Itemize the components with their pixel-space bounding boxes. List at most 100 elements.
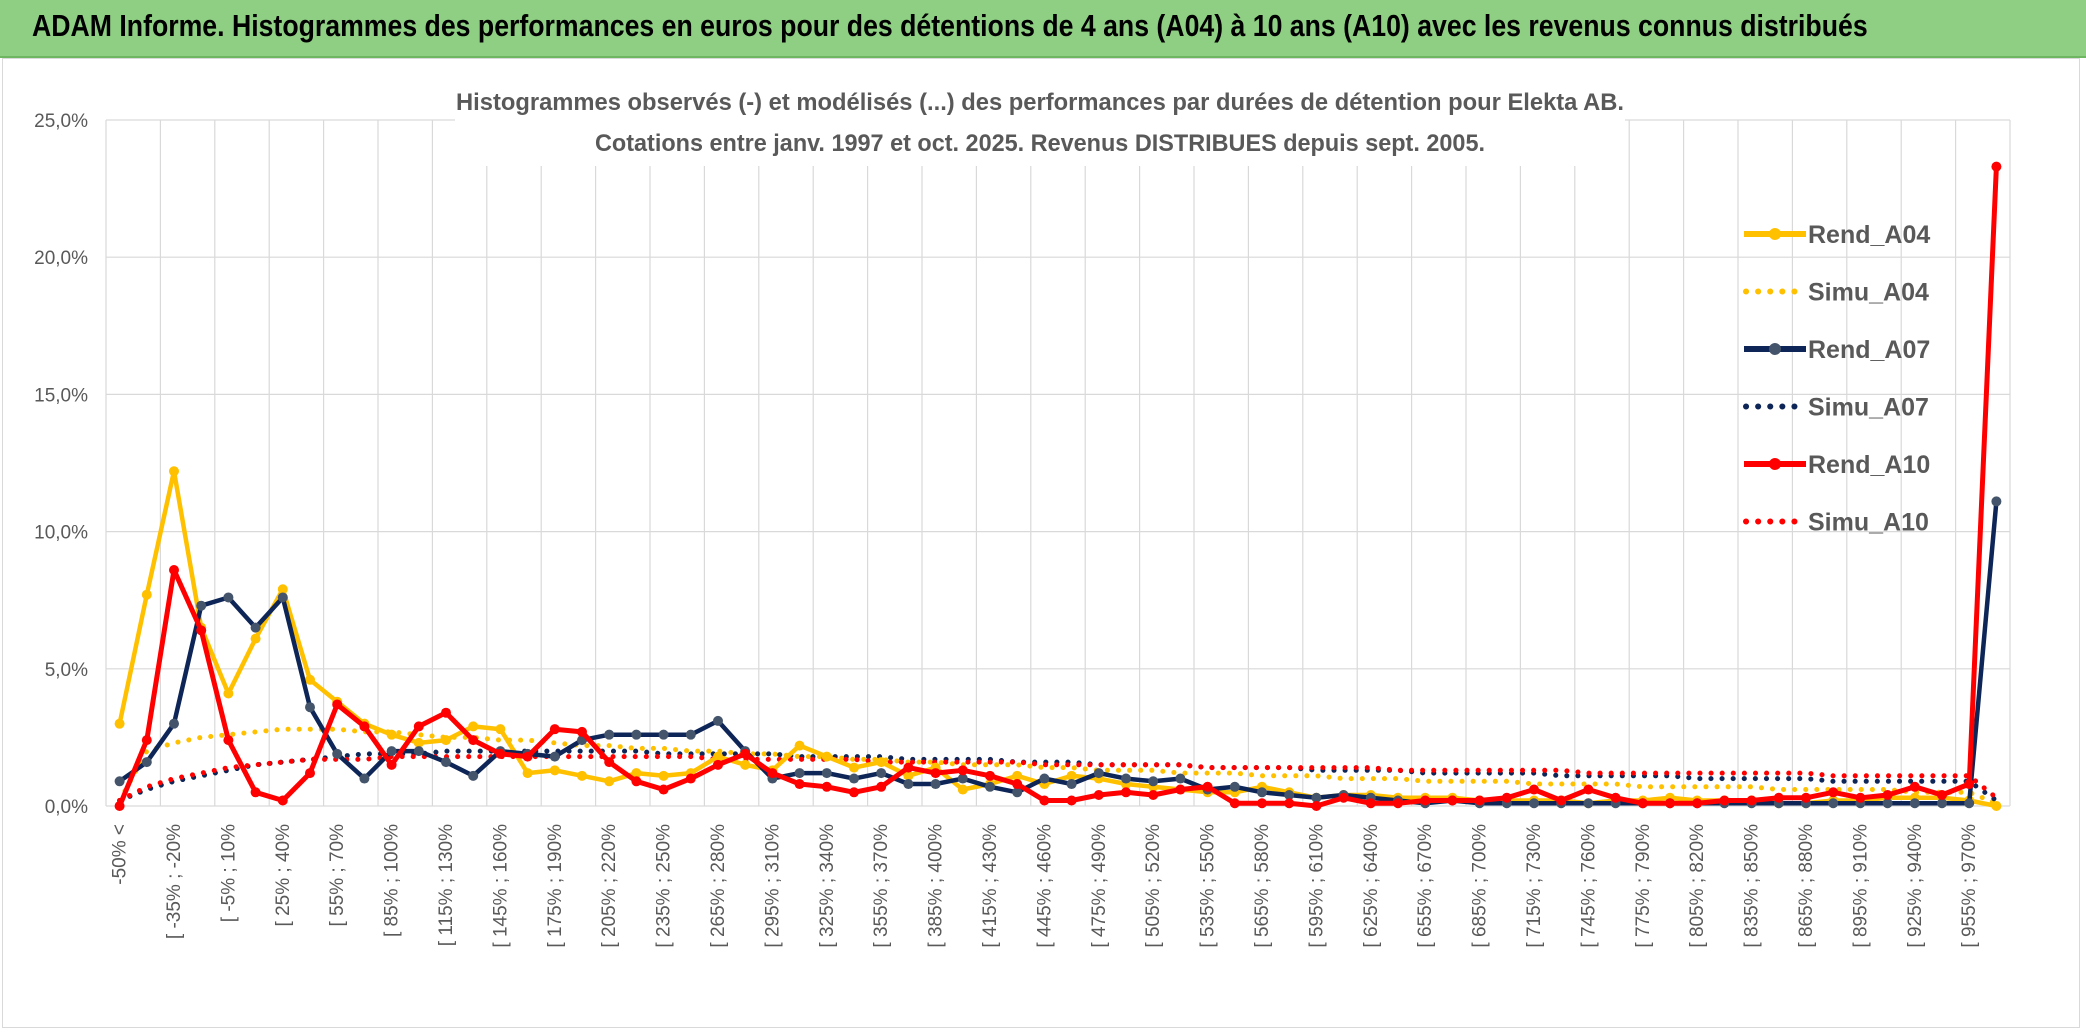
data-point xyxy=(1937,798,1947,809)
data-point xyxy=(713,715,723,726)
data-point xyxy=(849,773,859,784)
x-tick-label: [ 325% ; 340% xyxy=(817,824,838,948)
x-tick-label: [ -5% ; 10% xyxy=(218,824,239,922)
data-point xyxy=(740,748,751,759)
data-point xyxy=(549,724,560,735)
data-point xyxy=(713,751,723,762)
x-tick-label: [ 475% ; 490% xyxy=(1089,824,1110,948)
data-point xyxy=(1311,801,1322,811)
data-point xyxy=(1338,792,1349,803)
legend-marker xyxy=(1769,228,1781,240)
x-tick-label: [ 235% ; 250% xyxy=(654,824,675,948)
series-line xyxy=(117,754,1999,803)
data-point xyxy=(985,770,995,781)
series-Rend_A10 xyxy=(114,161,2002,811)
y-tick-label: 15,0% xyxy=(34,385,88,406)
data-point xyxy=(1583,798,1594,809)
data-point xyxy=(1474,795,1485,806)
data-point xyxy=(169,565,179,576)
data-point xyxy=(549,751,560,762)
legend-item-Simu_A04: Simu_A04 xyxy=(1743,279,1929,307)
data-point xyxy=(930,768,941,779)
x-tick-label: [ 85% ; 100% xyxy=(382,824,403,937)
x-tick-label: [ 115% ; 130% xyxy=(436,824,457,946)
data-point xyxy=(359,721,370,732)
data-point xyxy=(141,757,152,768)
data-point xyxy=(821,781,832,792)
data-point xyxy=(658,784,669,795)
data-point xyxy=(169,466,179,477)
data-point xyxy=(740,759,751,770)
data-point xyxy=(386,729,397,740)
data-point xyxy=(1909,798,1920,809)
data-point xyxy=(305,768,315,779)
data-point xyxy=(332,748,343,759)
data-point xyxy=(1637,798,1648,809)
data-point xyxy=(1012,779,1023,790)
data-point xyxy=(522,768,533,779)
data-point xyxy=(876,768,887,779)
series-line xyxy=(117,748,1999,803)
data-point xyxy=(196,625,207,636)
data-point xyxy=(767,768,778,779)
data-point xyxy=(441,735,451,746)
data-point xyxy=(1121,773,1131,784)
data-point xyxy=(196,600,207,611)
data-point xyxy=(386,759,397,770)
data-point xyxy=(277,592,288,603)
data-point xyxy=(1692,798,1703,809)
data-point xyxy=(1882,790,1893,801)
data-point xyxy=(794,740,805,751)
header-banner: ADAM Informe. Histogrammes des performan… xyxy=(0,0,2086,58)
data-point xyxy=(849,787,859,798)
data-point xyxy=(305,674,315,685)
data-point xyxy=(957,784,968,795)
data-point xyxy=(1882,798,1893,809)
legend-label: Simu_A07 xyxy=(1808,394,1929,422)
data-point xyxy=(1991,496,2002,507)
legend-item-Rend_A04: Rend_A04 xyxy=(1744,221,1930,249)
data-point xyxy=(1991,801,2002,811)
x-tick-label: [ 685% ; 700% xyxy=(1470,824,1491,948)
x-tick-label: [ 25% ; 40% xyxy=(273,824,294,927)
data-point xyxy=(957,773,968,784)
grid-lines xyxy=(105,119,2011,807)
data-point xyxy=(1801,792,1811,803)
data-point xyxy=(1066,779,1077,790)
x-tick-label: [ 295% ; 310% xyxy=(762,824,783,948)
data-point xyxy=(1257,798,1267,809)
data-point xyxy=(1012,787,1023,798)
data-point xyxy=(685,729,696,740)
data-point xyxy=(957,765,968,776)
data-point xyxy=(1121,787,1131,798)
data-point xyxy=(876,757,887,768)
x-tick-label: [ 535% ; 550% xyxy=(1198,824,1219,948)
legend-marker xyxy=(1769,458,1781,470)
data-point xyxy=(930,779,941,790)
data-point xyxy=(1202,781,1213,792)
x-axis-ticks: -50% < [ -35% ; -20% [ -5% ; 10% [ 25% ; 40… xyxy=(110,824,1981,948)
x-tick-label: [ 805% ; 820% xyxy=(1687,824,1708,948)
x-tick-label: [ 175% ; 190% xyxy=(545,824,566,948)
y-tick-label: 0,0% xyxy=(45,797,88,818)
legend: Rend_A04 Simu_A04 Rend_A07 Simu_A07 Rend_A10… xyxy=(1743,221,1930,537)
data-point xyxy=(604,729,615,740)
data-point xyxy=(277,795,288,806)
x-tick-label: [ 745% ; 760% xyxy=(1578,824,1599,948)
data-point xyxy=(1175,784,1186,795)
data-point xyxy=(441,707,451,718)
data-point xyxy=(1610,792,1621,803)
x-tick-label: [ -35% ; -20% xyxy=(164,824,185,939)
data-point xyxy=(1556,795,1567,806)
data-point xyxy=(604,776,615,787)
data-point xyxy=(1665,798,1675,809)
legend-item-Rend_A10: Rend_A10 xyxy=(1744,451,1930,479)
data-point xyxy=(1828,787,1839,798)
data-point xyxy=(1420,795,1431,806)
series-Simu_A07 xyxy=(117,748,1999,803)
data-point xyxy=(1066,795,1077,806)
data-point xyxy=(1175,773,1186,784)
data-point xyxy=(658,729,669,740)
x-tick-label: [ 925% ; 940% xyxy=(1905,824,1926,948)
